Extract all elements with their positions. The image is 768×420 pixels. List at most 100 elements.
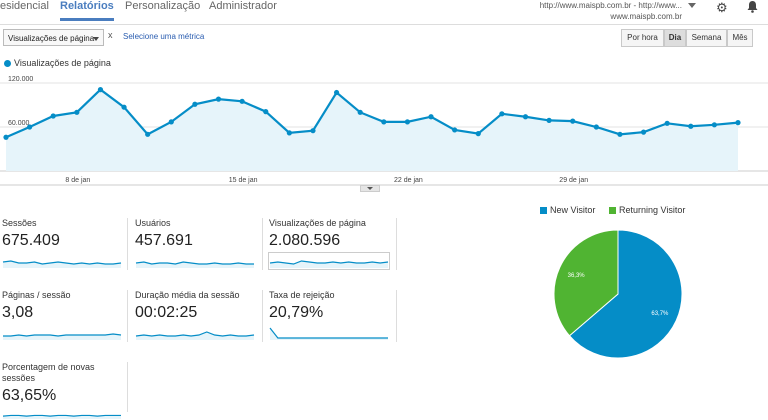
metric-label: Visualizações de página bbox=[269, 218, 366, 228]
data-point[interactable] bbox=[428, 114, 434, 120]
data-point[interactable] bbox=[168, 119, 174, 125]
data-point[interactable] bbox=[593, 124, 599, 130]
metric-select[interactable]: Visualizações de página bbox=[3, 29, 104, 46]
metric-value: 457.691 bbox=[135, 232, 193, 249]
granularity-day-button[interactable]: Dia bbox=[664, 29, 686, 47]
data-point[interactable] bbox=[192, 101, 198, 107]
pie-legend-new-visitor[interactable]: New Visitor bbox=[540, 205, 595, 215]
account-property: www.maispb.com.br bbox=[610, 12, 682, 21]
pie-slice-returning-visitor[interactable] bbox=[553, 229, 619, 337]
legend-label[interactable]: Visualizações de página bbox=[14, 58, 111, 68]
tile-divider bbox=[262, 290, 263, 342]
x-tick-label: 22 de jan bbox=[394, 177, 423, 184]
sparkline-line bbox=[269, 327, 388, 339]
tile-divider bbox=[127, 218, 128, 270]
data-point[interactable] bbox=[145, 131, 151, 137]
metric-value: 675.409 bbox=[2, 232, 60, 249]
metric-label: Usuários bbox=[135, 218, 171, 228]
metric-select-value: Visualizações de página bbox=[8, 34, 95, 43]
legend-swatch bbox=[609, 207, 616, 214]
nav-tab-administrador[interactable]: Administrador bbox=[209, 0, 277, 12]
metric-value: 20,79% bbox=[269, 304, 324, 321]
metric-label: Porcentagem de novas sessões bbox=[2, 362, 95, 383]
data-point[interactable] bbox=[735, 120, 741, 126]
pie-legend-returning-visitor[interactable]: Returning Visitor bbox=[609, 205, 685, 215]
y-tick-label: 120.000 bbox=[8, 76, 33, 83]
account-dropdown-icon[interactable] bbox=[688, 3, 696, 8]
metric-tile-sessions[interactable]: Sessões 675.409 bbox=[2, 218, 122, 269]
account-selector[interactable]: http://www.maispb.com.br - http://www...… bbox=[540, 0, 682, 22]
data-point[interactable] bbox=[475, 131, 481, 137]
data-point[interactable] bbox=[310, 128, 316, 134]
data-point[interactable] bbox=[546, 117, 552, 123]
data-point[interactable] bbox=[121, 104, 127, 110]
data-point[interactable] bbox=[404, 119, 411, 125]
tile-divider bbox=[127, 362, 128, 412]
top-nav: esidencial Relatórios Personalização Adm… bbox=[0, 0, 768, 22]
data-point[interactable] bbox=[688, 123, 694, 129]
tile-divider bbox=[262, 218, 263, 270]
x-tick-label: 29 de jan bbox=[559, 177, 588, 184]
chevron-down-icon bbox=[93, 37, 99, 41]
metric-label: Duração média da sessão bbox=[135, 290, 240, 300]
nav-tab-relatorios[interactable]: Relatórios bbox=[60, 0, 114, 21]
data-point[interactable] bbox=[664, 120, 670, 126]
metric-value: 2.080.596 bbox=[269, 232, 341, 249]
bell-icon[interactable] bbox=[746, 0, 759, 16]
nav-divider bbox=[0, 24, 768, 25]
data-point[interactable] bbox=[27, 124, 33, 130]
visitor-type-pie: 63,7% 36,3% bbox=[553, 229, 683, 359]
data-point[interactable] bbox=[74, 109, 80, 115]
gear-icon[interactable]: ⚙ bbox=[716, 0, 728, 15]
data-point[interactable] bbox=[381, 119, 387, 125]
metric-tile-bounce-rate[interactable]: Taxa de rejeição 20,79% bbox=[269, 290, 389, 341]
tile-divider bbox=[396, 218, 397, 270]
tile-divider bbox=[396, 290, 397, 342]
granularity-week-button[interactable]: Semana bbox=[686, 29, 727, 47]
metric-label: Sessões bbox=[2, 218, 37, 228]
collapse-chart-toggle[interactable] bbox=[360, 185, 380, 192]
metric-tile-users[interactable]: Usuários 457.691 bbox=[135, 218, 255, 269]
legend-label: Returning Visitor bbox=[619, 205, 686, 215]
select-metric-link[interactable]: Selecione uma métrica bbox=[123, 32, 205, 41]
metric-value: 00:02:25 bbox=[135, 304, 198, 321]
sparkline-fill bbox=[270, 261, 388, 268]
data-point[interactable] bbox=[333, 89, 340, 96]
data-point[interactable] bbox=[570, 118, 576, 124]
data-point[interactable] bbox=[239, 98, 245, 104]
data-point[interactable] bbox=[711, 122, 717, 128]
sparkline bbox=[2, 414, 121, 419]
metric-tile-new-sessions[interactable]: Porcentagem de novas sessões 63,65% bbox=[2, 362, 121, 420]
legend-swatch bbox=[540, 207, 547, 214]
data-point[interactable] bbox=[522, 114, 529, 120]
metric-tile-avg-session-duration[interactable]: Duração média da sessão 00:02:25 bbox=[135, 290, 255, 341]
x-tick-label: 8 de jan bbox=[65, 177, 90, 184]
data-point[interactable] bbox=[263, 109, 269, 115]
account-url: http://www.maispb.com.br - http://www... bbox=[539, 1, 682, 10]
metric-value: 3,08 bbox=[2, 304, 34, 321]
data-point[interactable] bbox=[3, 134, 9, 140]
data-point[interactable] bbox=[215, 96, 222, 102]
nav-tab-residencial[interactable]: esidencial bbox=[0, 0, 49, 12]
data-point[interactable] bbox=[499, 111, 505, 117]
data-point[interactable] bbox=[50, 113, 56, 119]
data-point[interactable] bbox=[617, 131, 623, 137]
x-tick-label: 15 de jan bbox=[229, 177, 258, 184]
data-point[interactable] bbox=[357, 109, 363, 115]
metric-tile-pages-per-session[interactable]: Páginas / sessão 3,08 bbox=[2, 290, 122, 341]
sparkline-line bbox=[2, 260, 122, 265]
remove-metric-button[interactable]: x bbox=[108, 30, 113, 40]
legend-label: New Visitor bbox=[550, 205, 596, 215]
granularity-month-button[interactable]: Mês bbox=[727, 29, 753, 47]
data-point[interactable] bbox=[452, 127, 458, 133]
sparkline bbox=[3, 333, 122, 340]
nav-tab-personalizacao[interactable]: Personalização bbox=[125, 0, 201, 12]
data-point[interactable] bbox=[640, 129, 647, 135]
pie-slice-new-visitor[interactable] bbox=[568, 229, 683, 359]
granularity-hour-button[interactable]: Por hora bbox=[621, 29, 664, 47]
data-point[interactable] bbox=[97, 87, 104, 93]
pie-slice-label: 63,7% bbox=[651, 311, 669, 317]
data-point[interactable] bbox=[286, 130, 292, 136]
metric-label: Taxa de rejeição bbox=[269, 290, 335, 300]
metric-tile-pageviews[interactable]: Visualizações de página 2.080.596 bbox=[268, 218, 390, 270]
